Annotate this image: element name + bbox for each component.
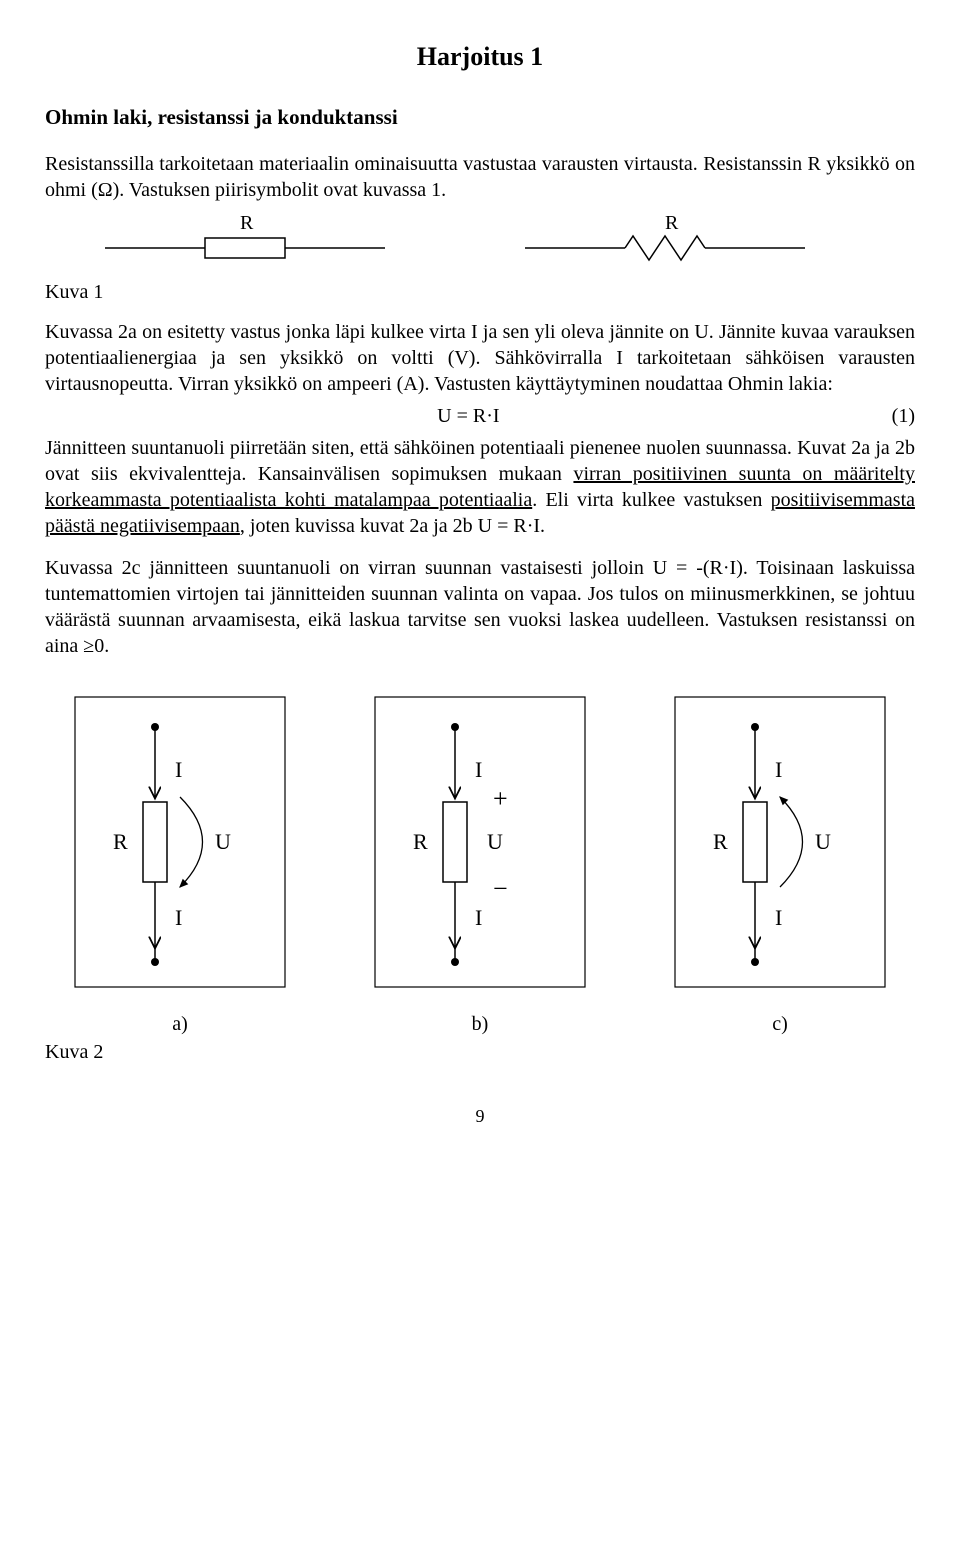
equation-row: U = R·I (1): [45, 403, 915, 429]
label-I-bot-a: I: [175, 905, 182, 930]
paragraph-1: Resistanssilla tarkoitetaan materiaalin …: [45, 151, 915, 203]
page-number: 9: [45, 1105, 915, 1128]
paragraph-4: Kuvassa 2c jännitteen suuntanuoli on vir…: [45, 555, 915, 659]
equation-number: (1): [892, 403, 915, 429]
label-I-bot-c: I: [775, 905, 782, 930]
figure-2b-letter: b): [472, 1011, 489, 1037]
section-subtitle: Ohmin laki, resistanssi ja konduktanssi: [45, 104, 915, 131]
para3-b: . Eli virta kulkee vastuksen: [532, 489, 770, 511]
label-R-a: R: [113, 829, 128, 854]
label-U-c: U: [815, 829, 831, 854]
figure-1: R R: [45, 213, 915, 273]
resistor-label-r2: R: [665, 213, 679, 234]
label-R-b: R: [413, 829, 428, 854]
label-U-b: U: [487, 829, 503, 854]
label-I-top-b: I: [475, 757, 482, 782]
resistor-label-r: R: [240, 213, 254, 234]
label-I-top-a: I: [175, 757, 182, 782]
figure-2b: I R + U − I b): [345, 687, 615, 1037]
label-I-bot-b: I: [475, 905, 482, 930]
minus-icon: −: [493, 874, 508, 903]
figure-2a: I R U I a): [45, 687, 315, 1037]
figure-2-caption: Kuva 2: [45, 1039, 103, 1065]
figure-2c: I R U I c): [645, 687, 915, 1037]
resistor-symbol-box: R: [45, 213, 465, 273]
resistor-symbol-zigzag: R: [465, 213, 885, 273]
label-U-a: U: [215, 829, 231, 854]
figure-1-caption: Kuva 1: [45, 279, 915, 305]
page-title: Harjoitus 1: [45, 40, 915, 74]
paragraph-3: Jännitteen suuntanuoli piirretään siten,…: [45, 435, 915, 539]
figure-2: I R U I a) I R: [45, 687, 915, 1037]
equation-text: U = R·I: [45, 403, 892, 429]
plus-icon: +: [493, 784, 508, 813]
para3-c: , joten kuvissa kuvat 2a ja 2b U = R·I.: [240, 515, 545, 537]
label-R-c: R: [713, 829, 728, 854]
paragraph-2: Kuvassa 2a on esitetty vastus jonka läpi…: [45, 319, 915, 397]
label-I-top-c: I: [775, 757, 782, 782]
figure-2c-letter: c): [772, 1011, 788, 1037]
figure-2a-letter: a): [172, 1011, 188, 1037]
